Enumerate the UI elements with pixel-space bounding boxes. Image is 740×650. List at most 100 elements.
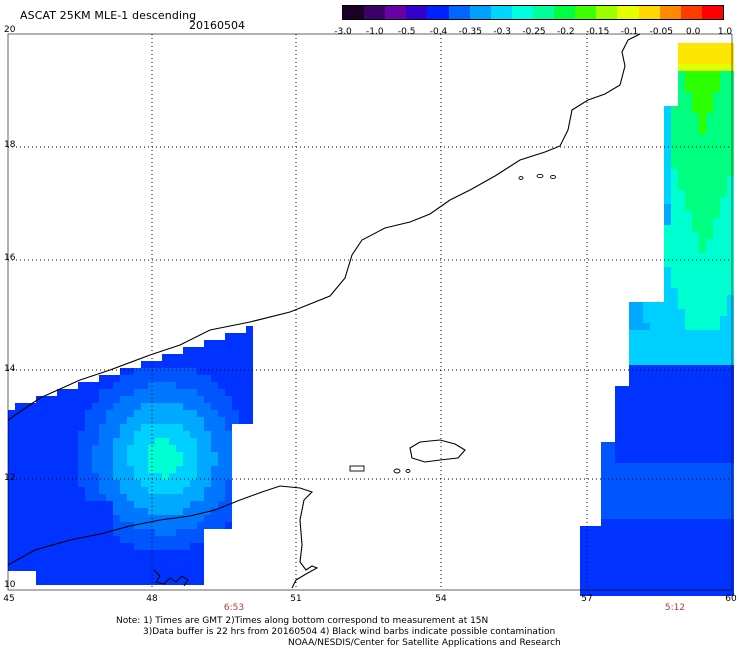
- swath-cell-west: [211, 410, 218, 417]
- swath-cell-east: [629, 505, 636, 512]
- swath-cell-east: [594, 582, 601, 589]
- swath-cell-east: [629, 393, 636, 400]
- swath-cell-east: [657, 449, 664, 456]
- swath-cell-east: [678, 568, 685, 575]
- swath-cell-west: [162, 424, 169, 431]
- swath-cell-west: [183, 431, 190, 438]
- swath-cell-west: [99, 501, 106, 508]
- swath-cell-east: [643, 519, 650, 526]
- swath-cell-east: [650, 442, 657, 449]
- colorbar: [342, 5, 724, 20]
- swath-cell-west: [92, 382, 99, 389]
- swath-cell-west: [176, 473, 183, 480]
- swath-cell-east: [727, 148, 734, 155]
- swath-cell-west: [120, 417, 127, 424]
- swath-cell-east: [671, 141, 678, 148]
- swath-cell-west: [141, 389, 148, 396]
- swath-cell-west: [176, 508, 183, 515]
- swath-cell-east: [650, 435, 657, 442]
- swath-cell-west: [246, 340, 253, 347]
- swath-cell-east: [727, 267, 734, 274]
- coastal-feature: [153, 569, 189, 587]
- colorbar-tick-label: -3.0: [334, 27, 352, 37]
- swath-cell-east: [629, 365, 636, 372]
- swath-cell-west: [120, 571, 127, 578]
- swath-cell-west: [155, 501, 162, 508]
- swath-cell-east: [650, 421, 657, 428]
- swath-cell-east: [706, 498, 713, 505]
- swath-cell-west: [141, 515, 148, 522]
- swath-cell-west: [148, 410, 155, 417]
- swath-cell-east: [720, 64, 727, 71]
- swath-cell-west: [183, 494, 190, 501]
- swath-cell-east: [650, 365, 657, 372]
- swath-cell-west: [127, 508, 134, 515]
- swath-cell-west: [239, 396, 246, 403]
- swath-cell-east: [727, 449, 734, 456]
- swath-cell-west: [15, 557, 22, 564]
- swath-cell-west: [92, 536, 99, 543]
- swath-cell-west: [36, 536, 43, 543]
- swath-cell-east: [727, 540, 734, 547]
- swath-cell-west: [92, 501, 99, 508]
- swath-cell-west: [225, 347, 232, 354]
- swath-cell-west: [8, 431, 15, 438]
- swath-cell-west: [50, 522, 57, 529]
- swath-cell-west: [106, 452, 113, 459]
- swath-cell-west: [36, 515, 43, 522]
- swath-cell-west: [113, 438, 120, 445]
- swath-cell-east: [678, 183, 685, 190]
- swath-cell-east: [650, 463, 657, 470]
- swath-cell-east: [636, 561, 643, 568]
- swath-cell-west: [232, 368, 239, 375]
- swath-cell-east: [636, 526, 643, 533]
- swath-cell-west: [218, 473, 225, 480]
- swath-cell-east: [622, 449, 629, 456]
- swath-cell-east: [664, 120, 671, 127]
- swath-cell-west: [43, 480, 50, 487]
- swath-cell-west: [127, 571, 134, 578]
- swath-cell-east: [678, 106, 685, 113]
- swath-cell-west: [183, 522, 190, 529]
- swath-cell-west: [148, 480, 155, 487]
- swath-cell-east: [650, 393, 657, 400]
- swath-cell-west: [162, 494, 169, 501]
- swath-cell-east: [713, 134, 720, 141]
- swath-cell-east: [587, 575, 594, 582]
- swath-cell-east: [678, 435, 685, 442]
- swath-cell-east: [664, 561, 671, 568]
- swath-cell-east: [706, 225, 713, 232]
- swath-cell-west: [106, 501, 113, 508]
- swath-cell-east: [629, 589, 636, 596]
- swath-cell-east: [601, 519, 608, 526]
- swath-cell-west: [176, 536, 183, 543]
- swath-cell-west: [190, 508, 197, 515]
- swath-cell-east: [706, 323, 713, 330]
- swath-cell-east: [713, 120, 720, 127]
- swath-cell-west: [29, 536, 36, 543]
- swath-cell-west: [22, 557, 29, 564]
- swath-cell-east: [671, 428, 678, 435]
- swath-cell-east: [692, 71, 699, 78]
- swath-cell-east: [713, 176, 720, 183]
- swath-cell-west: [134, 564, 141, 571]
- swath-cell-east: [727, 575, 734, 582]
- swath-cell-west: [106, 466, 113, 473]
- swath-cell-east: [699, 295, 706, 302]
- swath-cell-west: [50, 494, 57, 501]
- swath-cell-east: [643, 372, 650, 379]
- swath-cell-west: [176, 522, 183, 529]
- swath-cell-west: [190, 417, 197, 424]
- swath-cell-east: [629, 421, 636, 428]
- swath-cell-west: [190, 375, 197, 382]
- swath-cell-east: [629, 442, 636, 449]
- swath-cell-west: [232, 340, 239, 347]
- swath-cell-east: [720, 358, 727, 365]
- swath-cell-west: [169, 382, 176, 389]
- swath-cell-east: [699, 484, 706, 491]
- swath-cell-east: [685, 78, 692, 85]
- swath-cell-west: [211, 375, 218, 382]
- swath-cell-east: [657, 547, 664, 554]
- swath-cell-west: [218, 340, 225, 347]
- swath-cell-west: [169, 501, 176, 508]
